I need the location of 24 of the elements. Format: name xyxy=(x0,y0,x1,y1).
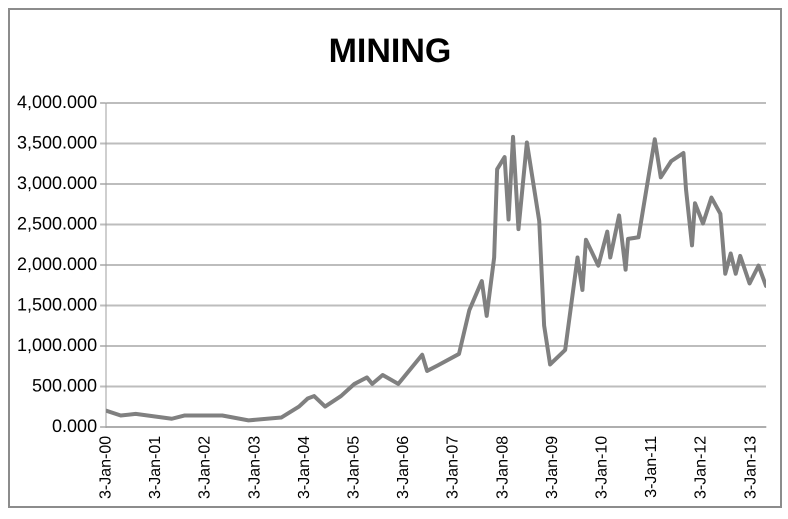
x-tick-label: 3-Jan-11 xyxy=(643,436,660,498)
x-tick-label: 3-Jan-03 xyxy=(246,436,264,500)
y-tick-label: 3,000.000 xyxy=(17,172,98,193)
y-tick-label: 2,000.000 xyxy=(17,254,98,274)
x-tick-label: 3-Jan-00 xyxy=(97,436,114,500)
y-tick-label: 0.000 xyxy=(52,416,98,436)
x-tick-label: 3-Jan-13 xyxy=(742,436,760,500)
x-tick-label: 3-Jan-07 xyxy=(444,436,462,500)
x-tick-label: 3-Jan-04 xyxy=(296,436,313,500)
x-tick-label: 3-Jan-05 xyxy=(346,436,363,500)
y-tick-label: 1,500.000 xyxy=(17,294,98,314)
x-tick-label: 3-Jan-10 xyxy=(594,436,611,500)
x-tick-label: 3-Jan-09 xyxy=(544,436,561,500)
chart-title: MINING xyxy=(328,32,452,70)
y-tick-label: 3,500.000 xyxy=(17,132,98,152)
x-tick-label: 3-Jan-01 xyxy=(147,436,164,500)
x-tick-label: 3-Jan-12 xyxy=(692,436,710,500)
x-tick-label: 3-Jan-06 xyxy=(395,436,412,500)
y-tick-label: 500.000 xyxy=(32,375,98,396)
y-tick-label: 2,500.000 xyxy=(17,213,98,234)
y-tick-label: 4,000.000 xyxy=(17,92,98,112)
y-tick-label: 1,000.000 xyxy=(17,334,98,355)
x-tick-label: 3-Jan-02 xyxy=(196,436,214,500)
x-tick-label: 3-Jan-08 xyxy=(494,436,512,500)
